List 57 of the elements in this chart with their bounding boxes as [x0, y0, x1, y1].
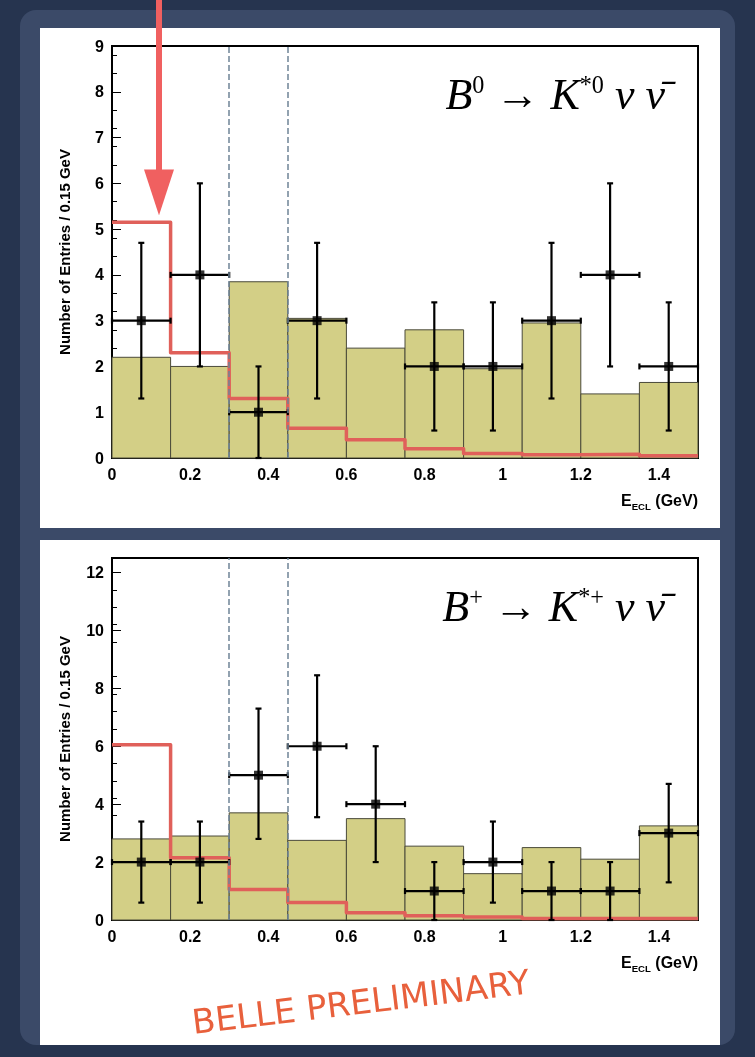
- point: [547, 316, 556, 326]
- y-axis-title: Number of Entries / 0.15 GeV: [56, 636, 73, 842]
- point: [195, 270, 205, 280]
- x-tick-label: 0.2: [179, 465, 202, 483]
- y-tick-label: 2: [95, 853, 105, 871]
- y-tick-label: 3: [95, 312, 105, 330]
- x-tick-label: 1: [498, 927, 508, 945]
- point: [136, 857, 146, 867]
- x-axis-title: E$_{ECL}$ (GeV): [621, 954, 698, 975]
- y-tick-label: 8: [95, 83, 105, 101]
- x-tick-label: 0.4: [257, 465, 280, 483]
- x-tick-label: 0.8: [413, 465, 436, 483]
- x-tick-label: 0: [107, 465, 117, 483]
- y-tick-label: 1: [95, 403, 105, 421]
- x-tick-label: 0.6: [335, 927, 358, 945]
- y-tick-label: 8: [95, 679, 105, 697]
- x-axis-title: E$_{ECL}$ (GeV): [621, 492, 698, 513]
- y-tick-label: 9: [95, 37, 105, 55]
- y-tick-label: 2: [95, 357, 105, 375]
- x-tick-label: 1.2: [569, 465, 593, 483]
- point: [312, 741, 322, 751]
- y-axis-title: Number of Entries / 0.15 GeV: [56, 149, 73, 355]
- y-tick-label: 10: [86, 621, 105, 639]
- point: [605, 270, 615, 280]
- x-tick-label: 0.8: [413, 927, 436, 945]
- point: [429, 361, 439, 371]
- y-tick-label: 6: [95, 737, 105, 755]
- x-tick-label: 0.6: [335, 465, 358, 483]
- x-tick-label: 1.2: [569, 927, 593, 945]
- text: BELLE PRELIMINARY: [189, 961, 533, 1042]
- y-tick-label: 7: [95, 129, 105, 147]
- point: [312, 316, 322, 326]
- x-tick-label: 0.2: [179, 927, 202, 945]
- x-tick-label: 0.4: [257, 927, 280, 945]
- y-tick-label: 0: [95, 911, 105, 929]
- y-tick-label: 6: [95, 174, 105, 192]
- point: [136, 316, 146, 326]
- point: [429, 886, 439, 896]
- point: [547, 886, 556, 896]
- point: [254, 407, 263, 417]
- y-tick-label: 0: [95, 449, 105, 467]
- point: [371, 799, 381, 809]
- x-tick-label: 1: [498, 465, 508, 483]
- point: [195, 857, 205, 867]
- y-tick-label: 4: [95, 266, 105, 284]
- point: [488, 857, 498, 867]
- y-tick-label: 4: [95, 795, 105, 813]
- x-tick-label: 0: [107, 927, 117, 945]
- y-tick-label: 12: [86, 563, 105, 581]
- point: [605, 886, 615, 896]
- x-tick-label: 1.4: [647, 927, 671, 945]
- y-tick-label: 5: [95, 220, 105, 238]
- x-tick-label: 1.4: [647, 465, 671, 483]
- point: [488, 361, 498, 371]
- point: [664, 361, 674, 371]
- point: [254, 770, 263, 780]
- point: [664, 828, 674, 838]
